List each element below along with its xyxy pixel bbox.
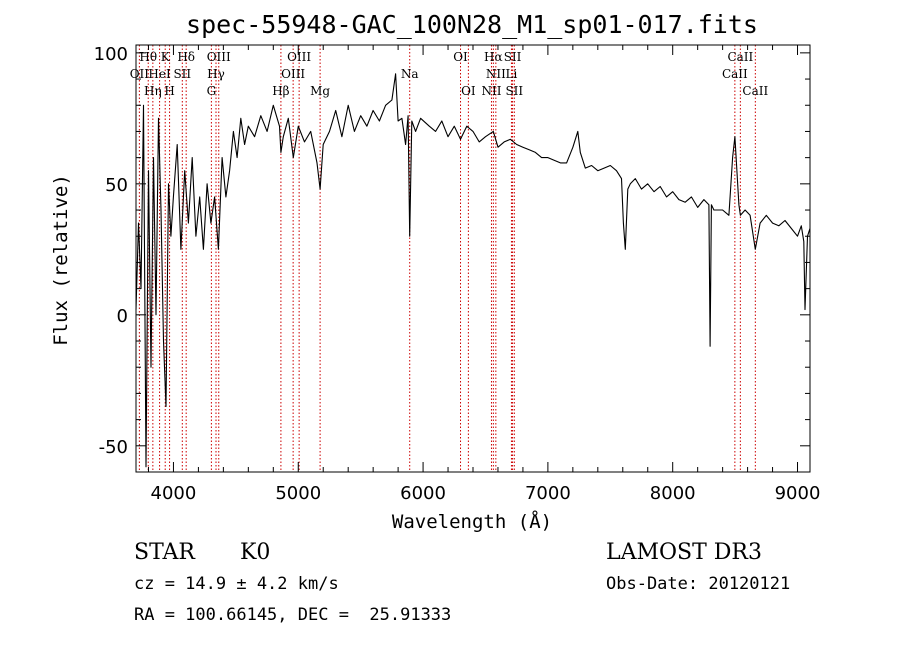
line-label: Hβ [272,84,289,98]
line-label: OII [130,67,150,81]
line-label: H [164,84,174,98]
line-markers [138,45,756,472]
line-label: NII [486,67,506,81]
line-label: OI [453,50,468,64]
x-tick-label: 4000 [151,483,197,504]
line-label: NII [481,84,501,98]
line-label: Na [401,67,419,81]
x-tick-label: 9000 [775,483,821,504]
line-label: K [161,50,171,64]
x-tick-label: 7000 [525,483,571,504]
line-label: Hθ [139,50,157,64]
y-tick-label: 100 [94,44,128,65]
x-axis-label: Wavelength (Å) [392,510,552,533]
coordinates: RA = 100.66145, DEC = 25.91333 [134,605,451,625]
y-axis-label: Flux (relative) [50,174,72,346]
x-tick-label: 8000 [650,483,696,504]
line-label: OIII [281,67,305,81]
y-tick-label: 50 [105,175,128,196]
line-label: OI [461,84,476,98]
line-label: OIII [287,50,311,64]
line-label: Mg [310,84,330,98]
line-label: SII [504,50,522,64]
line-label: Hδ [177,50,195,64]
x-axis-ticks: 4000 5000 6000 7000 8000 9000 [147,45,821,504]
line-label: CaII [722,67,748,81]
y-axis-ticks: -50 0 50 100 [94,44,810,458]
y-tick-label: -50 [99,437,128,458]
line-label: SII [173,67,191,81]
y-tick-label: 0 [117,306,128,327]
x-tick-label: 6000 [400,483,446,504]
line-label: Hα [484,50,503,64]
spectral-subclass: K0 [240,540,270,565]
x-tick-label: 5000 [275,483,321,504]
line-label: OIII [207,50,231,64]
object-class: STAR [134,540,196,565]
line-label: CaII [742,84,768,98]
line-label: G [207,84,217,98]
line-label: Hη [144,84,162,98]
chart-title: spec-55948-GAC_100N28_M1_sp01-017.fits [186,10,758,39]
line-label: CaII [727,50,753,64]
line-label: SII [505,84,523,98]
line-label: HeI [148,67,171,81]
line-label: Hγ [207,67,225,81]
line-label: Li [506,67,518,81]
redshift-value: cz = 14.9 ± 4.2 km/s [134,574,339,594]
survey-name: LAMOST DR3 [606,540,762,565]
obs-date: Obs-Date: 20120121 [606,574,790,594]
spectrum-line [135,73,811,468]
